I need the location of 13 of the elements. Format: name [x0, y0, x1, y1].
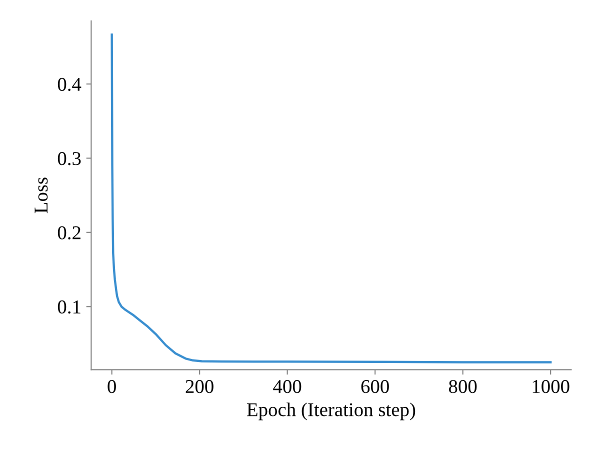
- x-tick-label: 1000: [532, 380, 570, 394]
- line-series: [110, 34, 552, 364]
- y-tick-label: 0.4: [58, 78, 82, 92]
- x-tick-label: 200: [186, 380, 214, 394]
- x-tick-label: 0: [108, 380, 116, 394]
- x-tick-label: 600: [361, 380, 389, 394]
- y-axis-title: Loss: [34, 178, 48, 214]
- x-tick-label: 400: [273, 380, 302, 394]
- y-tick-label: 0.2: [58, 226, 80, 240]
- y-tick-label: 0.3: [58, 152, 81, 166]
- x-axis-title: Epoch (Iteration step): [246, 402, 416, 420]
- x-tick-label: 800: [448, 380, 477, 394]
- y-tick-label: 0.1: [58, 300, 80, 314]
